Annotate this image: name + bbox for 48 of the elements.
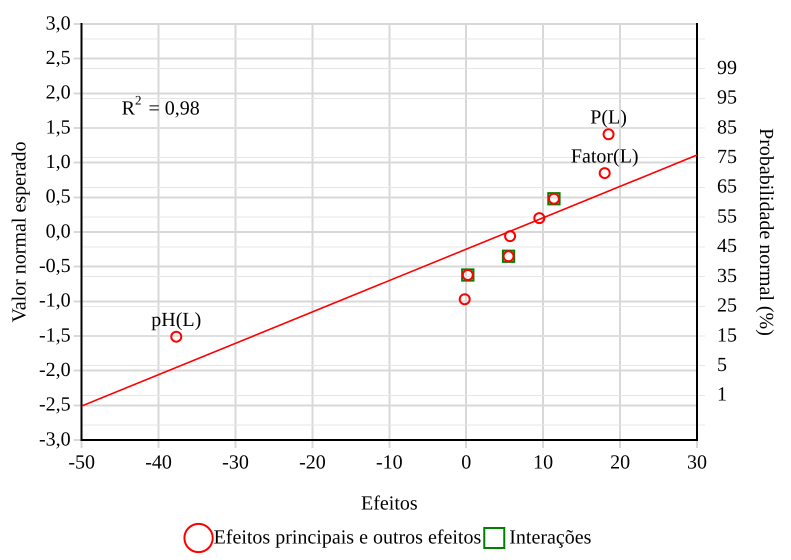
y-tick-label: -3,0: [38, 428, 71, 450]
y-tick-label: -1,5: [38, 324, 71, 346]
annotation: pH(L): [151, 308, 202, 331]
x-tick-label: -10: [376, 451, 403, 474]
legend-label: Efeitos principais e outros efeitos: [214, 526, 482, 548]
category-label: 95: [717, 86, 737, 109]
point: [598, 167, 611, 180]
x-tick-label: 30: [687, 451, 707, 474]
x-tick-label: 10: [533, 451, 554, 474]
point: [458, 293, 471, 306]
category-label: 65: [717, 176, 737, 198]
category-label: 25: [717, 294, 737, 317]
category-label: 15: [717, 324, 737, 346]
x-tick-label: -50: [68, 451, 95, 474]
y-tick-label: -0,5: [38, 254, 71, 277]
y-tick-label: 0,0: [46, 220, 71, 242]
point: [170, 330, 182, 343]
y-tick-label: 1,0: [46, 150, 71, 173]
y-tick-label: 1,5: [46, 116, 71, 138]
x-tick-label: -30: [222, 451, 249, 474]
y-tick-label: 2,5: [46, 46, 71, 69]
y2-axis-title: Probabilidade normal (%): [754, 128, 777, 336]
point: [602, 128, 615, 140]
y-tick-label: -1,0: [38, 290, 71, 312]
point: [504, 230, 516, 242]
category-label: 85: [717, 116, 737, 138]
x-tick-label: 0: [461, 451, 472, 474]
x-tick-label: -20: [299, 451, 326, 474]
y-tick-label: -2,5: [38, 394, 71, 416]
y-tick-label: 0,5: [46, 186, 71, 208]
category-label: 35: [717, 264, 737, 287]
y-tick-label: 3,0: [46, 12, 71, 34]
point: [533, 212, 546, 224]
category-label: 5: [717, 354, 727, 376]
category-label: 1: [717, 384, 727, 406]
category-label: 99: [717, 56, 737, 79]
x-tick-label: 20: [610, 451, 630, 474]
category-label: 55: [717, 205, 737, 228]
legend-label: Interações: [509, 526, 592, 548]
y-tick-label: 2,0: [46, 82, 71, 104]
category-label: 75: [717, 146, 737, 168]
y-tick-label: -2,0: [38, 358, 71, 381]
annotation: Fator(L): [570, 145, 639, 168]
category-label: 45: [717, 235, 737, 258]
x-tick-label: -40: [145, 451, 172, 474]
y-axis-title: Valor normal esperado: [8, 141, 30, 323]
annotation: P(L): [590, 106, 627, 128]
x-axis-title: Efeitos: [361, 492, 418, 514]
